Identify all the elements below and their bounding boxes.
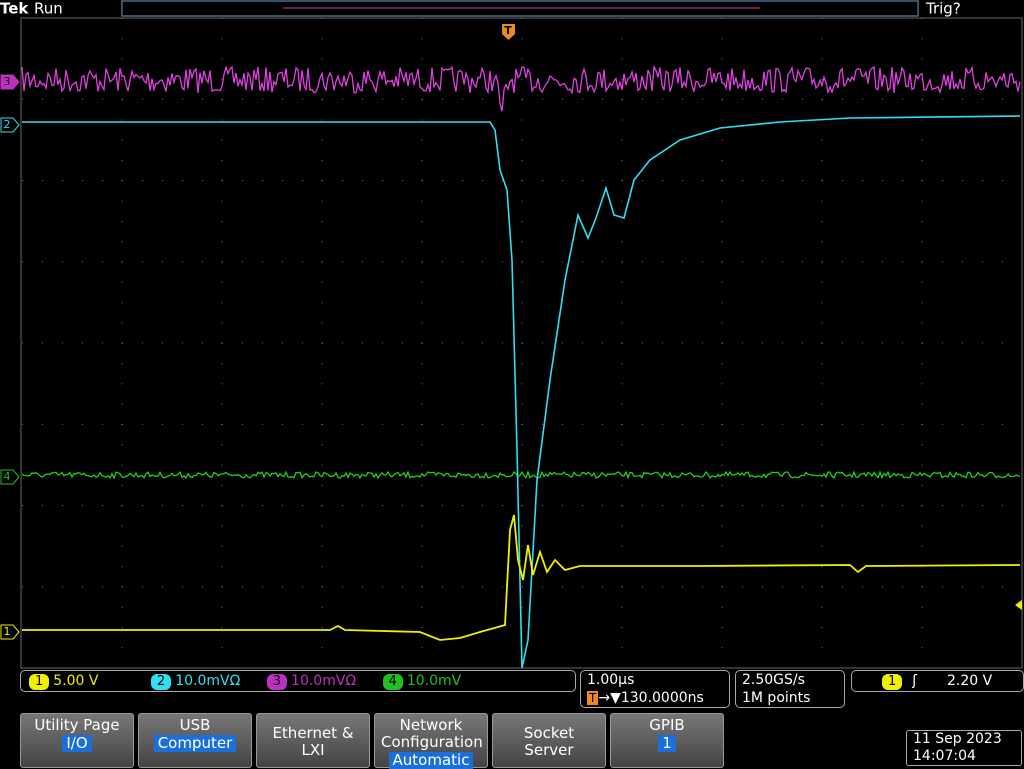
menu-button[interactable]: GPIB 1 (610, 713, 724, 768)
menu-label: GPIB (649, 716, 685, 734)
sample-rate: 2.50GS/s (742, 672, 805, 688)
trigger-level: 2.20 V (946, 673, 993, 689)
header-bar (0, 0, 1024, 18)
menu-label: Utility Page (34, 716, 120, 734)
trigger-level-marker (1015, 600, 1022, 610)
ch1-chip: 1 (29, 674, 50, 690)
menu-label: Socket Server (523, 724, 575, 759)
menu-button[interactable]: Utility Page I/O (20, 713, 134, 768)
menu-button[interactable]: USB Computer (138, 713, 252, 768)
trigger-slope: ʃ (912, 673, 917, 689)
menu-label: Ethernet & LXI (272, 724, 354, 759)
channel-marker-label: 4 (4, 470, 11, 483)
menu-label: Network Configuration (381, 716, 483, 751)
record-length: 1M points (742, 690, 811, 706)
ch3-scale: 10.0mVΩ (291, 673, 357, 689)
time: 14:07:04 (913, 748, 976, 764)
horizontal-position: →▼130.0000ns (598, 690, 704, 706)
menu-value: I/O (62, 735, 92, 752)
menu-value: Computer (153, 735, 237, 752)
menu-value: Automatic (388, 752, 474, 769)
horizontal-scale: 1.00µs (587, 672, 635, 688)
menu-label: USB (179, 716, 211, 734)
datetime: 11 Sep 2023 14:07:04 (906, 730, 1022, 766)
ch3-chip: 3 (266, 674, 288, 690)
grid (22, 18, 1022, 668)
timebase: 1.00µs T →▼130.0000ns (580, 670, 730, 708)
channel-marker-label: 2 (4, 118, 11, 131)
ch4-scale: 10.0mV (406, 673, 462, 689)
graticule: Tek Run Trig? T 3 2 4 1 (0, 0, 1024, 669)
menu-button[interactable]: Ethernet & LXI (256, 713, 370, 768)
trigger-marker-label: T (504, 24, 512, 37)
channel-marker-label: 1 (4, 625, 11, 638)
menu-button[interactable]: Network Configuration Automatic (374, 713, 488, 769)
trigger-source: 1 (882, 674, 903, 690)
channel-marker-label: 3 (4, 75, 11, 88)
ch2-scale: 10.0mVΩ (175, 673, 241, 689)
trace-ch1 (22, 514, 1021, 641)
run-state: Run (34, 0, 63, 18)
channel-markers: 3 2 4 1 (0, 74, 20, 640)
channel-marker (0, 469, 20, 485)
channel-settings: 1 5.00 V 2 10.0mVΩ 3 10.0mVΩ 4 10.0mV (20, 670, 576, 692)
trigger-position-marker (502, 24, 515, 40)
date: 11 Sep 2023 (913, 731, 1002, 747)
trace-ch3 (21, 64, 1021, 112)
menu-value: 1 (658, 735, 676, 752)
brand: Tek (0, 0, 29, 18)
ch1-scale: 5.00 V (53, 673, 99, 689)
trace-ch4 (21, 470, 1021, 480)
trigger-status: Trig? (925, 0, 961, 18)
trigger-settings: 1 ʃ 2.20 V (851, 670, 1024, 692)
ch4-chip: 4 (382, 674, 403, 690)
channel-marker (0, 74, 20, 90)
channel-marker (0, 117, 20, 133)
menu-button[interactable]: Socket Server (492, 713, 606, 768)
ch2-chip: 2 (150, 674, 172, 690)
record-view (121, 0, 919, 17)
delay-marker: T (587, 691, 599, 705)
channel-marker (0, 624, 20, 640)
acquisition: 2.50GS/s 1M points (735, 670, 845, 708)
trace-ch2 (22, 115, 1021, 669)
